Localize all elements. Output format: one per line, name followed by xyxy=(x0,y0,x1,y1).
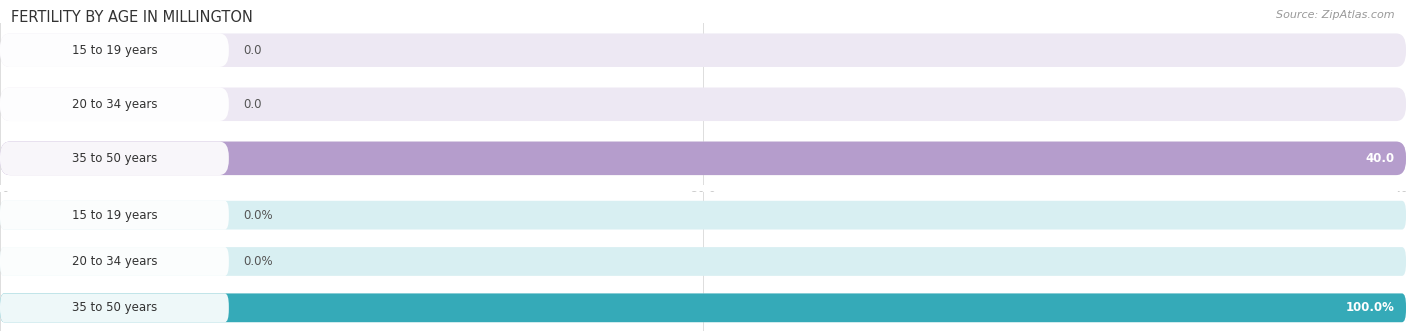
Text: 35 to 50 years: 35 to 50 years xyxy=(72,301,157,314)
FancyBboxPatch shape xyxy=(0,247,1406,276)
FancyBboxPatch shape xyxy=(0,247,229,276)
Text: 15 to 19 years: 15 to 19 years xyxy=(72,209,157,222)
Text: 35 to 50 years: 35 to 50 years xyxy=(72,152,157,165)
FancyBboxPatch shape xyxy=(0,201,229,229)
FancyBboxPatch shape xyxy=(0,294,229,322)
Text: 0.0: 0.0 xyxy=(243,44,262,57)
Text: 0.0: 0.0 xyxy=(243,98,262,111)
FancyBboxPatch shape xyxy=(0,87,229,121)
FancyBboxPatch shape xyxy=(0,142,1406,175)
FancyBboxPatch shape xyxy=(0,142,1406,175)
Text: 100.0%: 100.0% xyxy=(1346,301,1395,314)
FancyBboxPatch shape xyxy=(0,33,229,67)
Text: 20 to 34 years: 20 to 34 years xyxy=(72,255,157,268)
FancyBboxPatch shape xyxy=(0,87,1406,121)
Text: 40.0: 40.0 xyxy=(1365,152,1395,165)
Text: 0.0%: 0.0% xyxy=(243,209,273,222)
FancyBboxPatch shape xyxy=(0,201,1406,229)
FancyBboxPatch shape xyxy=(0,294,1406,322)
FancyBboxPatch shape xyxy=(0,294,1406,322)
Text: 20 to 34 years: 20 to 34 years xyxy=(72,98,157,111)
Text: 15 to 19 years: 15 to 19 years xyxy=(72,44,157,57)
Text: FERTILITY BY AGE IN MILLINGTON: FERTILITY BY AGE IN MILLINGTON xyxy=(11,10,253,25)
Text: Source: ZipAtlas.com: Source: ZipAtlas.com xyxy=(1277,10,1395,20)
Text: 0.0%: 0.0% xyxy=(243,255,273,268)
FancyBboxPatch shape xyxy=(0,142,229,175)
FancyBboxPatch shape xyxy=(0,33,1406,67)
